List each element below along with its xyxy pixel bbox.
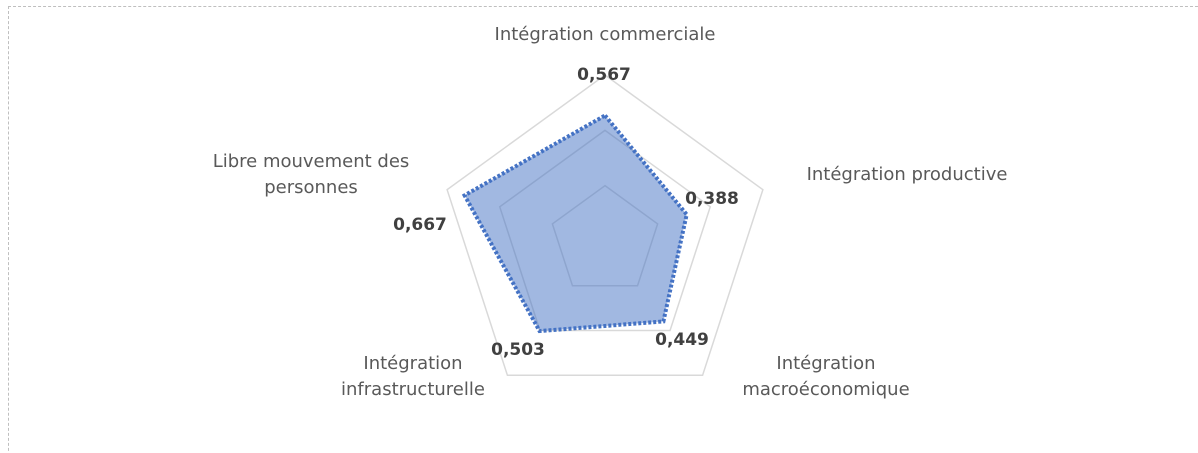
radar-area <box>461 112 689 334</box>
data-label: 0,667 <box>393 215 447 235</box>
chart-border <box>8 6 1198 453</box>
data-label: 0,388 <box>685 189 739 209</box>
data-label: 0,449 <box>655 330 709 350</box>
data-label: 0,503 <box>491 340 545 360</box>
axis-label: Intégration macroéconomique <box>742 353 910 400</box>
grid-ring <box>446 74 764 377</box>
axis-label: Libre mouvement des personnes <box>212 151 410 198</box>
axis-label: Intégration productive <box>806 164 1008 185</box>
axis-label: Intégration infrastructurelle <box>341 353 485 400</box>
axis-label: Intégration commerciale <box>494 24 716 45</box>
data-label: 0,567 <box>577 65 631 85</box>
